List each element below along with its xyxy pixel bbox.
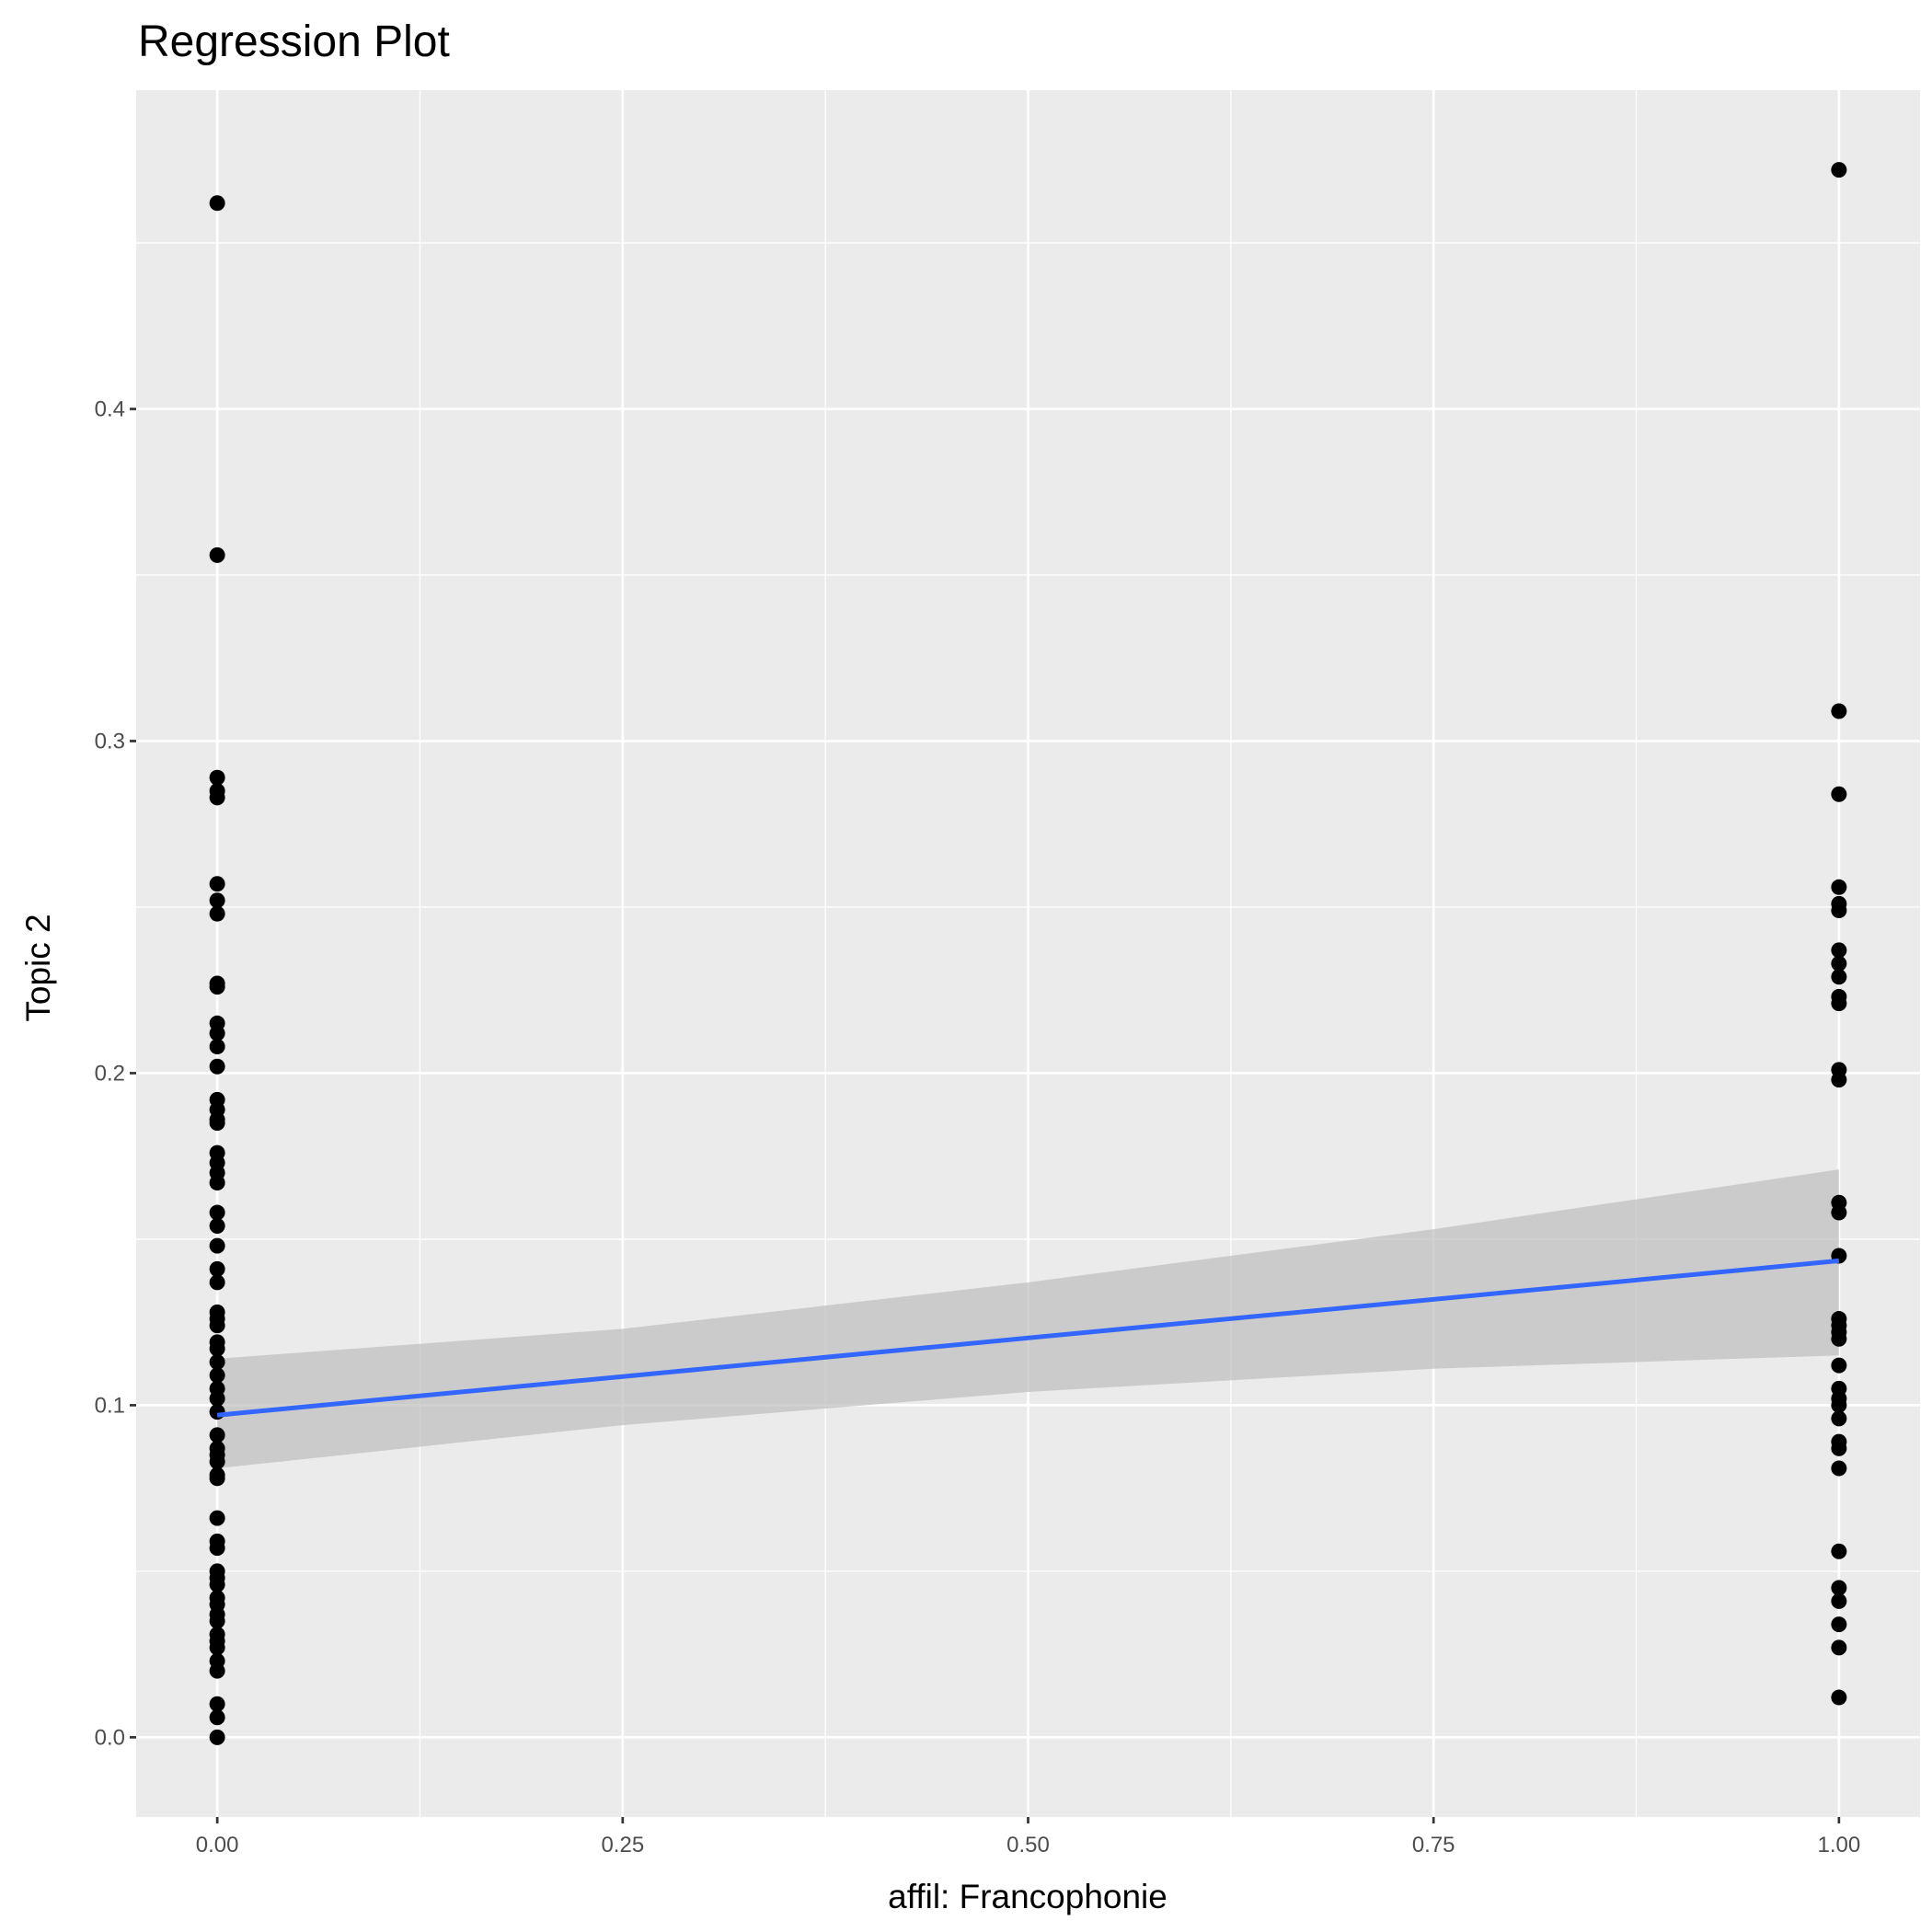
data-point [1831, 1357, 1847, 1374]
x-tick-label: 0.75 [1412, 1833, 1455, 1857]
regression-line [216, 1258, 1840, 1418]
data-point [209, 1204, 225, 1221]
data-point [209, 769, 225, 786]
data-point [209, 1025, 225, 1041]
data-point [209, 789, 225, 806]
data-point [209, 1367, 225, 1384]
data-point [209, 979, 225, 995]
data-point [209, 1175, 225, 1191]
data-point [209, 1260, 225, 1277]
data-point [1831, 1580, 1847, 1596]
x-tick-label: 0.25 [601, 1833, 644, 1857]
data-point [209, 1427, 225, 1443]
data-point [1831, 969, 1847, 985]
data-point [1831, 1543, 1847, 1559]
data-point [209, 1274, 225, 1291]
data-point [1831, 786, 1847, 802]
data-point [1831, 1204, 1847, 1221]
data-point [1831, 1460, 1847, 1477]
data-point [209, 195, 225, 212]
chart-title: Regression Plot [138, 17, 450, 66]
data-point [1831, 903, 1847, 919]
data-point [209, 892, 225, 909]
data-point [209, 1390, 225, 1407]
data-point [209, 1639, 225, 1656]
data-point [209, 905, 225, 922]
data-point [209, 1470, 225, 1487]
data-point [209, 1454, 225, 1470]
axes: 0.00 0.25 0.50 0.75 1.00 0.0 0.1 0.2 0.3 0.4 [95, 397, 1861, 1857]
y-tick-label: 0.2 [95, 1061, 125, 1086]
data-point [1831, 1616, 1847, 1633]
data-point [209, 1039, 225, 1055]
data-point [209, 1576, 225, 1593]
data-point [209, 1058, 225, 1075]
data-point [209, 1510, 225, 1526]
data-point [1831, 162, 1847, 178]
regression-line-path [216, 1258, 1840, 1418]
y-tick-label: 0.0 [95, 1725, 125, 1750]
data-point [1831, 1689, 1847, 1706]
data-point [1831, 1330, 1847, 1347]
confidence-band [217, 1169, 1839, 1468]
data-point [209, 1404, 225, 1420]
data-point [209, 1340, 225, 1357]
y-tick-label: 0.4 [95, 397, 125, 422]
data-point [209, 1317, 225, 1334]
data-point [1831, 1072, 1847, 1088]
x-tick-label: 0.00 [196, 1833, 239, 1857]
data-point [1831, 1639, 1847, 1656]
data-point [209, 1237, 225, 1254]
data-point [1831, 942, 1847, 959]
data-point [1831, 879, 1847, 895]
data-point [209, 1217, 225, 1234]
data-point [209, 1662, 225, 1679]
data-point [209, 1613, 225, 1629]
data-point [1831, 1410, 1847, 1427]
data-points [209, 162, 1847, 1745]
x-tick-label: 1.00 [1818, 1833, 1861, 1857]
data-point [1831, 1397, 1847, 1413]
data-point [209, 1729, 225, 1745]
x-axis-title: affil: Francophonie [888, 1878, 1167, 1915]
x-tick-label: 0.50 [1006, 1833, 1050, 1857]
data-point [1831, 995, 1847, 1012]
data-point [209, 1696, 225, 1712]
data-point [209, 876, 225, 892]
confidence-band-area [217, 1169, 1839, 1468]
y-axis-title: Topic 2 [19, 914, 57, 1021]
data-point [1831, 1440, 1847, 1456]
data-point [209, 1540, 225, 1557]
data-point [1831, 703, 1847, 719]
y-tick-label: 0.3 [95, 729, 125, 753]
data-point [1831, 955, 1847, 972]
y-tick-label: 0.1 [95, 1393, 125, 1418]
data-point [209, 1353, 225, 1370]
data-point [209, 1115, 225, 1132]
data-point [209, 546, 225, 563]
data-point [209, 1709, 225, 1726]
data-point [1831, 1593, 1847, 1609]
